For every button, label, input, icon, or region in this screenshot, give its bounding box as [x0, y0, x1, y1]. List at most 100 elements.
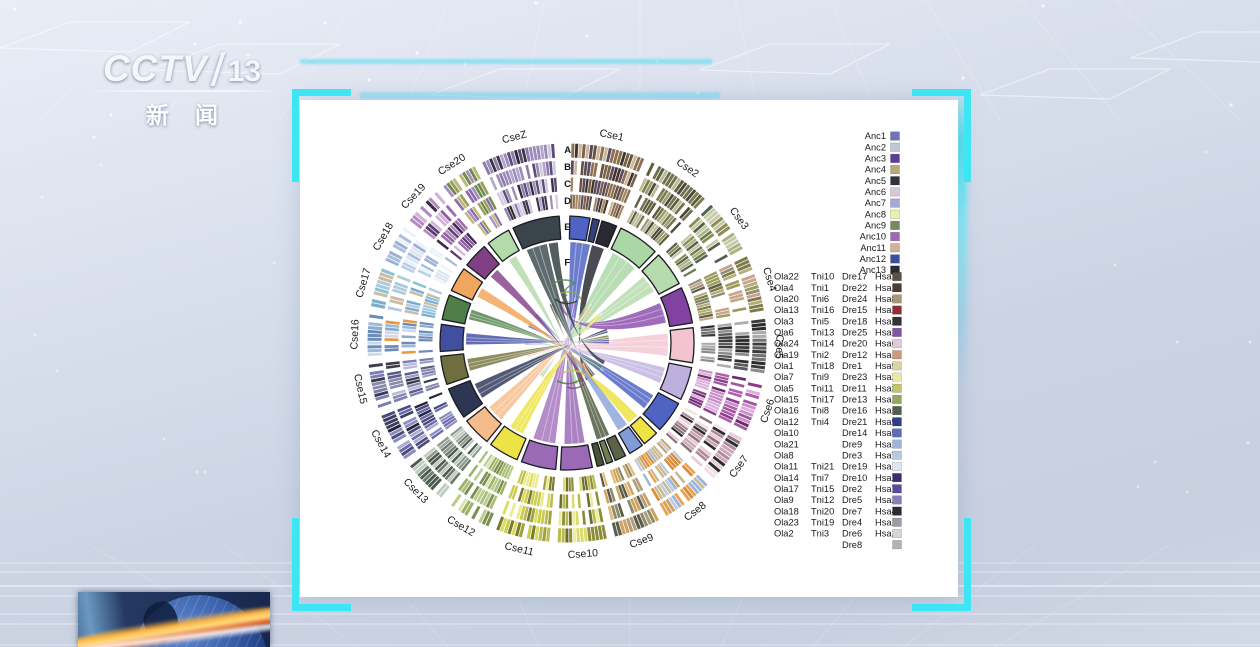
- track-band: [741, 274, 756, 282]
- track-band: [408, 387, 423, 394]
- ribbon-highlight: [469, 315, 605, 372]
- ring-block-Cse19: [466, 245, 501, 280]
- synteny-figure: Cse1Cse2Cse3Cse4Cse5Cse6Cse7Cse8Cse9Cse1…: [348, 127, 902, 561]
- track-band: [574, 160, 578, 175]
- track-band: [417, 269, 432, 278]
- track-band: [388, 377, 403, 383]
- track-band: [626, 172, 635, 187]
- track-band: [647, 470, 657, 484]
- track-band: [506, 151, 514, 167]
- track-band: [434, 404, 449, 413]
- track-band: [403, 258, 418, 268]
- track-band: [725, 397, 740, 405]
- bg-dot: [33, 333, 37, 337]
- track-band: [393, 285, 408, 293]
- track-band: [439, 463, 452, 476]
- track-band: [419, 357, 434, 362]
- bg-dot: [1248, 340, 1252, 344]
- track-band: [488, 456, 498, 470]
- track-band: [431, 429, 444, 440]
- track-band: [650, 184, 660, 198]
- track-band: [745, 392, 760, 400]
- track-band: [463, 482, 474, 496]
- track-band: [684, 437, 697, 449]
- track-band: [685, 435, 699, 446]
- track-band: [640, 454, 650, 468]
- track-band: [540, 509, 546, 524]
- anc-legend-swatch: [890, 176, 900, 186]
- track-band: [493, 212, 503, 226]
- track-band: [393, 395, 408, 403]
- track-band: [694, 294, 709, 301]
- ancestral-ring-layer: [439, 215, 695, 471]
- track-band: [734, 256, 748, 265]
- synteny-ribbon-Cse17: [468, 309, 602, 370]
- track-band: [581, 476, 586, 491]
- ortholog-swatch: [892, 350, 902, 360]
- track-band: [526, 524, 533, 539]
- ortholog-cell-hsa: Hsa8: [875, 294, 897, 304]
- track-band: [726, 434, 741, 445]
- track-band: [731, 375, 747, 381]
- track-band: [752, 346, 767, 350]
- track-band: [449, 449, 461, 461]
- ortholog-swatch: [892, 305, 902, 315]
- track-band: [376, 279, 392, 287]
- track-band: [402, 325, 417, 330]
- track-band: [542, 527, 547, 542]
- ring-block-Cse15: [440, 353, 470, 386]
- track-band: [721, 409, 735, 418]
- track-band: [705, 210, 719, 223]
- track-band: [485, 159, 494, 174]
- chromosome-label-Cse2: Cse2: [674, 156, 701, 180]
- bg-dot: [193, 42, 197, 46]
- track-band: [677, 258, 691, 269]
- track-band: [523, 489, 530, 504]
- track-band: [595, 197, 601, 212]
- track-band: [496, 155, 504, 170]
- track-band: [659, 502, 669, 516]
- track-band: [693, 477, 705, 490]
- track-band: [533, 508, 539, 523]
- track-band: [630, 498, 638, 513]
- center-knot-stroke: [562, 369, 586, 376]
- track-band: [709, 285, 724, 293]
- track-band: [694, 297, 709, 304]
- ring-block-Cse1: [594, 220, 618, 248]
- ribbon-highlight: [466, 337, 614, 343]
- track-band: [430, 247, 444, 258]
- synteny-ribbon-Cse13: [489, 306, 591, 420]
- track-band: [511, 186, 518, 201]
- anc-legend-swatch: [890, 165, 900, 175]
- track-band: [538, 526, 544, 541]
- track-band: [658, 189, 669, 203]
- track-band: [604, 182, 611, 197]
- track-band: [708, 461, 721, 473]
- track-band: [585, 195, 590, 210]
- track-band: [650, 487, 661, 502]
- ortholog-swatch: [892, 383, 902, 393]
- ortholog-cell-hsa: Hsa3: [875, 383, 897, 393]
- track-band: [371, 299, 387, 305]
- track-band: [728, 290, 743, 297]
- track-band: [384, 331, 399, 335]
- track-band: [725, 239, 739, 249]
- track-band: [421, 313, 436, 319]
- track-band: [622, 464, 631, 479]
- track-band: [568, 477, 571, 492]
- ortholog-cell-tni: Tni20: [811, 506, 834, 516]
- ring-block-Cse6: [659, 362, 693, 400]
- ortholog-cell-ola: Ola1: [774, 361, 794, 371]
- ortholog-cell-dre: Dre18: [842, 316, 867, 326]
- track-band: [654, 207, 665, 221]
- synteny-ribbon-Cse4: [559, 301, 666, 330]
- track-band: [703, 271, 718, 280]
- track-band: [672, 424, 685, 435]
- track-band: [460, 480, 472, 494]
- track-band: [677, 418, 690, 429]
- track-band: [428, 287, 443, 295]
- track-band: [728, 431, 743, 441]
- ortholog-cell-tni: Tni4: [811, 417, 829, 427]
- track-band: [368, 326, 383, 331]
- bg-dot: [246, 53, 250, 57]
